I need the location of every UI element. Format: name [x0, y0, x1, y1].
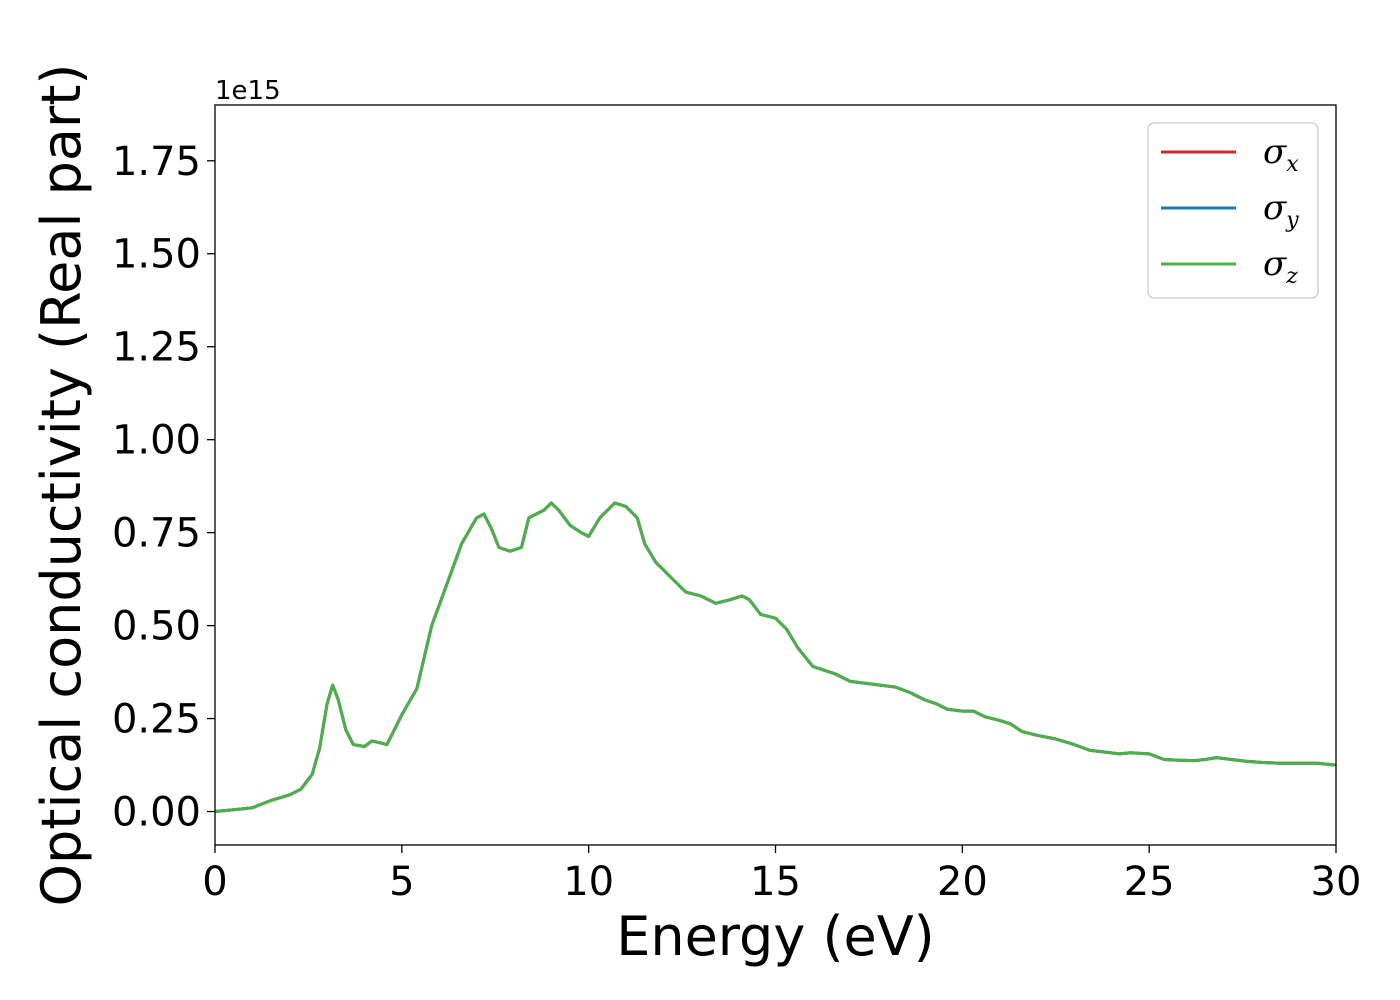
x-axis-label: Energy (eV)	[616, 905, 935, 968]
x-tick-label: 25	[1124, 859, 1175, 905]
x-tick-label: 10	[563, 859, 614, 905]
legend-label-x: σx	[1263, 132, 1299, 177]
x-tick-label: 30	[1311, 859, 1362, 905]
y-tick-label: 1.00	[112, 418, 201, 464]
y-tick-label: 1.75	[112, 139, 201, 185]
legend: σx σy σz	[1147, 122, 1319, 299]
series-layer	[214, 501, 1337, 813]
y-tick-label: 1.50	[112, 232, 201, 278]
x-tick-label: 0	[202, 859, 227, 905]
x-tick-label: 20	[937, 859, 988, 905]
ticks-layer: 0 5 10 15 20 25 30 0.00 0.25 0.50 0.75 1.00 1.25 1.50…	[112, 139, 1362, 905]
y-tick-label: 0.25	[112, 697, 201, 743]
y-tick-label: 0.00	[112, 790, 201, 836]
legend-label-z: σz	[1263, 244, 1298, 289]
y-tick-label: 0.50	[112, 604, 201, 650]
legend-label-y: σy	[1263, 188, 1299, 233]
y-offset-label: 1e15	[215, 76, 281, 106]
x-tick-label: 15	[750, 859, 801, 905]
series-line-z	[214, 501, 1337, 813]
y-axis-label: Optical conductivity (Real part)	[30, 64, 93, 907]
x-tick-label: 5	[389, 859, 414, 905]
y-tick-label: 0.75	[112, 511, 201, 557]
legend-box	[1147, 122, 1319, 299]
y-tick-label: 1.25	[112, 325, 201, 371]
